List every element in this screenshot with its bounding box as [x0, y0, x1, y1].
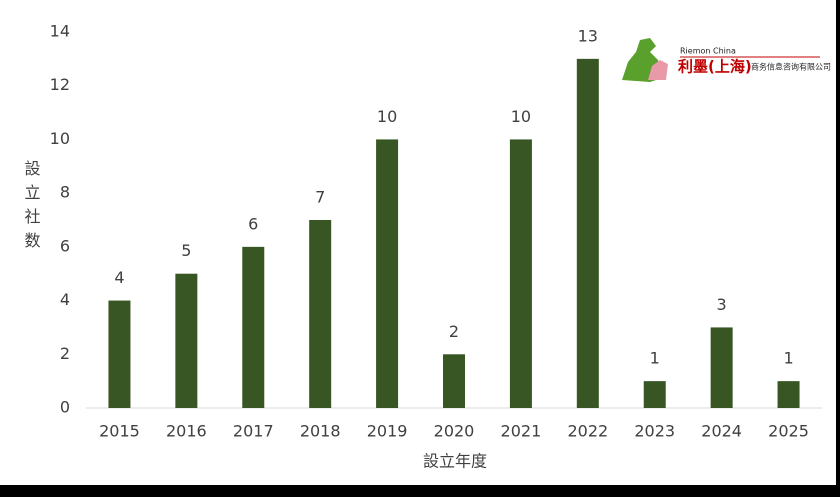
- data-label: 13: [578, 26, 598, 45]
- bar: [175, 273, 198, 408]
- data-label: 5: [181, 241, 191, 260]
- x-tick-label: 2020: [434, 422, 475, 441]
- bar: [576, 58, 599, 408]
- x-tick-label: 2015: [99, 422, 140, 441]
- bar: [376, 139, 399, 408]
- logo: Riemon China 利墨(上海) 商务信息咨询有限公司: [622, 38, 831, 82]
- y-tick-label: 12: [50, 75, 70, 94]
- bar: [643, 381, 666, 408]
- bar: [242, 246, 265, 408]
- data-label: 1: [650, 349, 660, 368]
- logo-name: 利墨(上海): [678, 58, 752, 76]
- y-axis-label: 設立社数: [22, 160, 41, 256]
- y-tick-label: 10: [50, 129, 70, 148]
- x-tick-label: 2021: [501, 422, 542, 441]
- x-tick-label: 2023: [634, 422, 675, 441]
- y-tick-label: 2: [60, 344, 70, 363]
- x-tick-label: 2016: [166, 422, 207, 441]
- bar: [108, 300, 131, 408]
- right-border: [836, 0, 840, 497]
- bar: [509, 139, 532, 408]
- data-label: 3: [717, 295, 727, 314]
- x-tick-label: 2017: [233, 422, 274, 441]
- x-tick-label: 2025: [768, 422, 809, 441]
- x-axis-label: 設立年度: [423, 452, 487, 471]
- bar: [309, 220, 332, 408]
- data-label: 6: [248, 214, 258, 233]
- bar: [443, 354, 465, 408]
- y-tick-label: 8: [60, 183, 70, 202]
- x-tick-label: 2018: [300, 422, 341, 441]
- y-tick-label: 6: [60, 236, 70, 255]
- y-tick-label: 0: [60, 398, 70, 417]
- bar: [710, 327, 733, 408]
- x-tick-label: 2022: [567, 422, 608, 441]
- logo-dino-small: [648, 60, 668, 80]
- data-label: 4: [114, 268, 124, 287]
- logo-brand: Riemon China: [680, 47, 736, 56]
- data-label: 10: [377, 107, 397, 126]
- logo-subtitle: 商务信息咨询有限公司: [751, 62, 831, 72]
- data-label: 1: [783, 349, 793, 368]
- y-tick-label: 4: [60, 290, 70, 309]
- data-label: 7: [315, 188, 325, 207]
- data-label: 10: [511, 107, 531, 126]
- y-tick-label: 14: [50, 22, 70, 41]
- bar: [777, 381, 800, 408]
- x-tick-label: 2019: [367, 422, 408, 441]
- x-tick-label: 2024: [701, 422, 742, 441]
- bottom-border: [0, 485, 840, 497]
- data-label: 2: [449, 322, 459, 341]
